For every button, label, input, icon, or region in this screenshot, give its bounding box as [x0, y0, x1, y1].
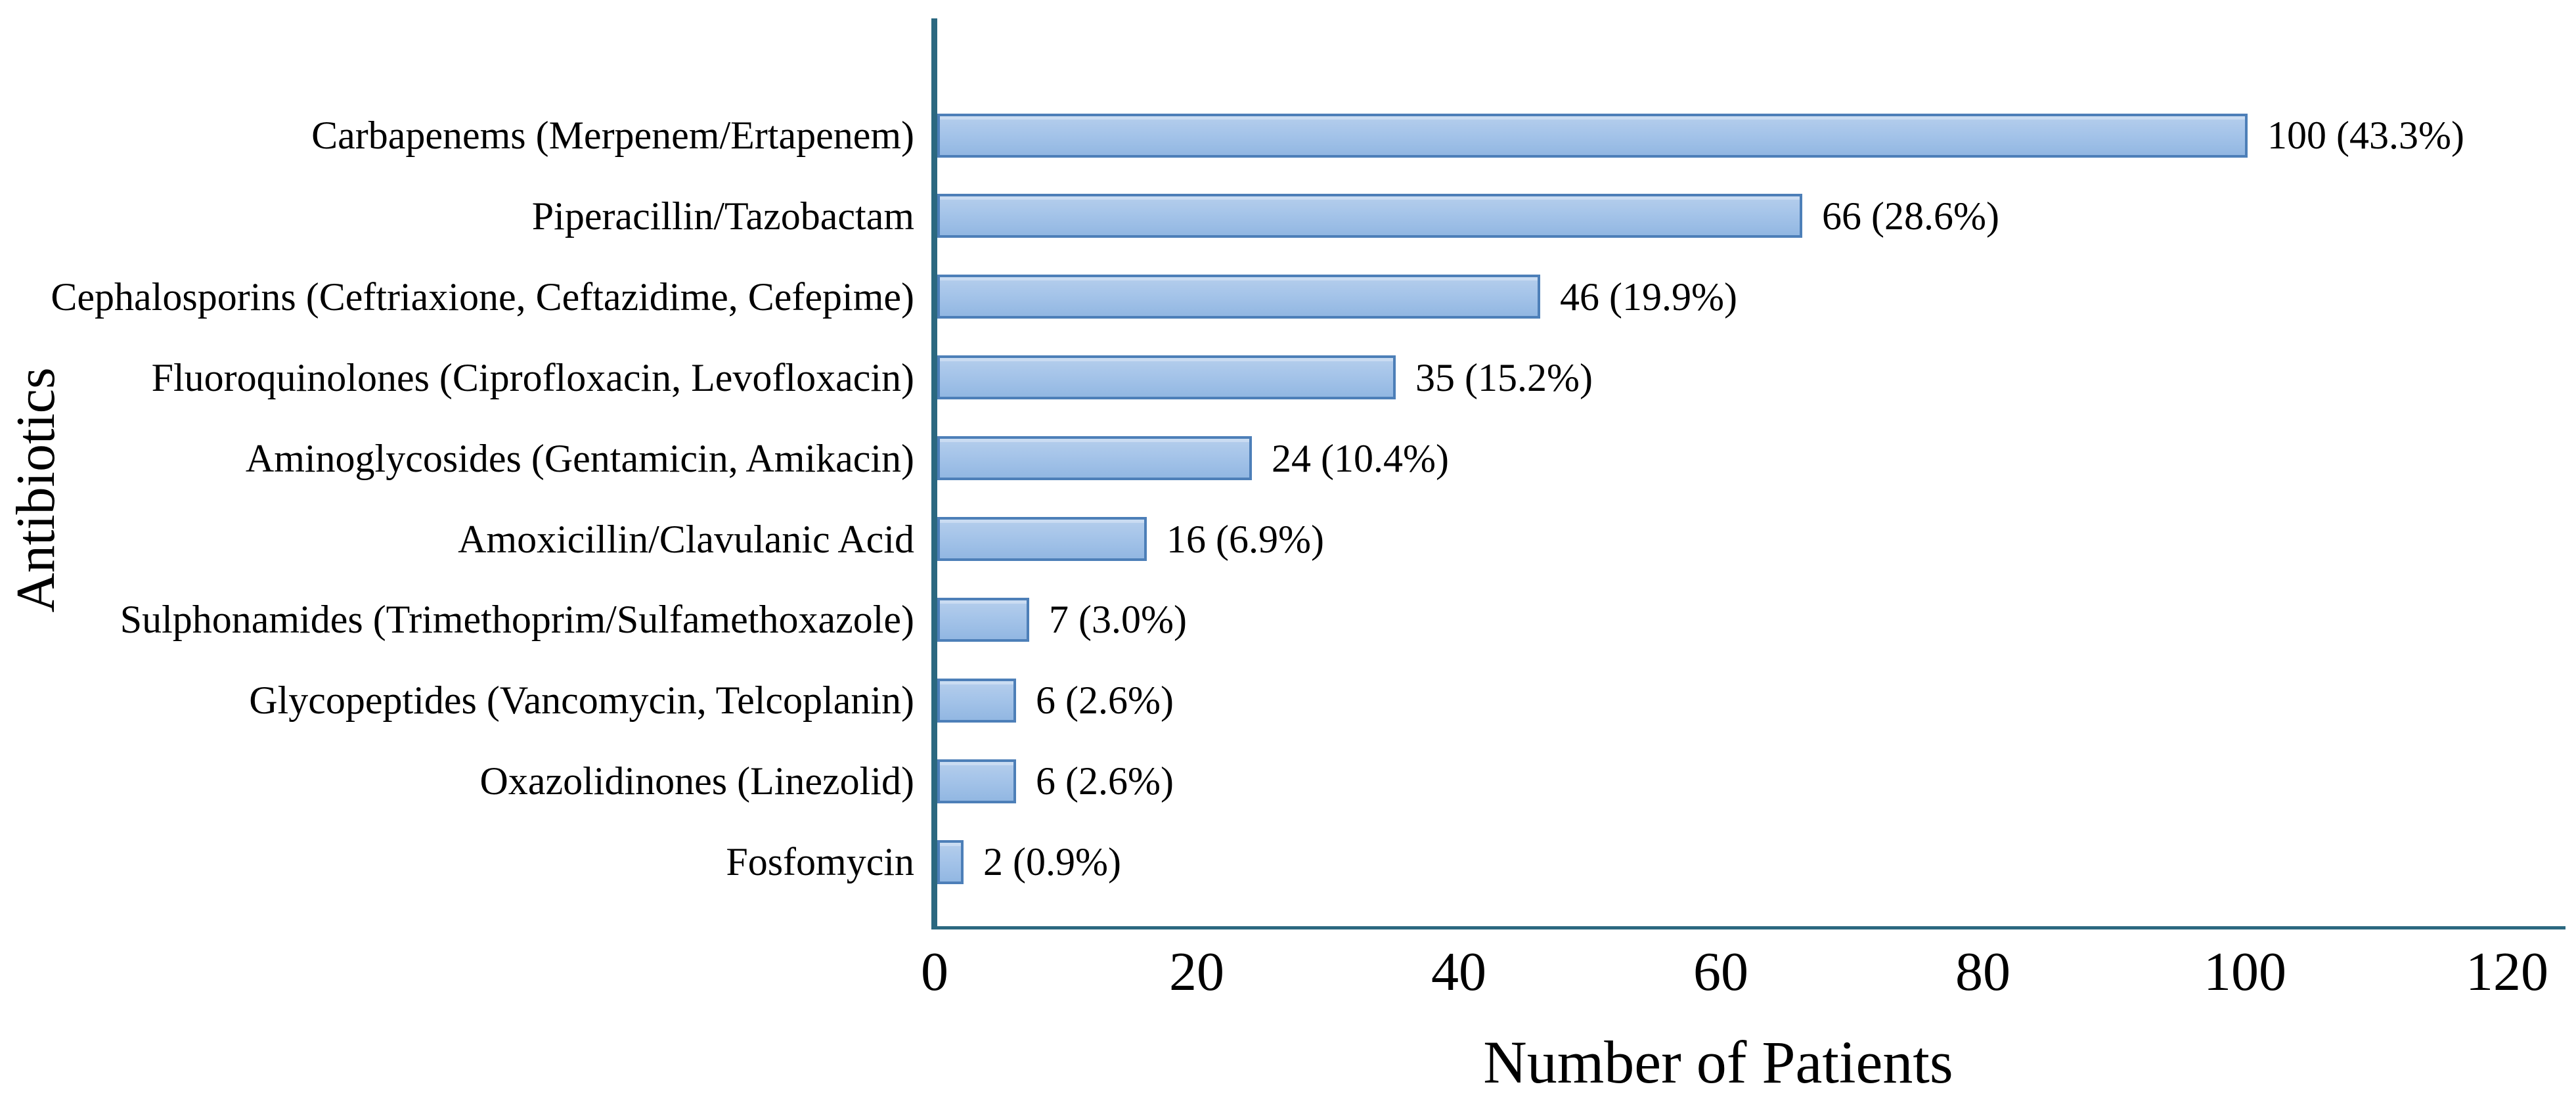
x-axis-line [931, 926, 2565, 929]
x-tick-label: 80 [1955, 941, 2010, 1002]
bar [937, 759, 1016, 803]
value-label: 7 (3.0%) [1049, 598, 1187, 642]
value-label: 2 (0.9%) [983, 840, 1121, 884]
category-label: Fluoroquinolones (Ciprofloxacin, Levoflo… [151, 355, 914, 399]
value-label: 24 (10.4%) [1272, 436, 1449, 480]
x-tick-label: 20 [1169, 941, 1224, 1002]
value-label: 16 (6.9%) [1166, 517, 1324, 561]
y-axis-line [931, 18, 937, 929]
x-tick-label: 40 [1431, 941, 1486, 1002]
category-label: Fosfomycin [726, 840, 914, 884]
bar [937, 194, 1802, 238]
x-tick-label: 100 [2204, 941, 2286, 1002]
category-label: Amoxicillin/Clavulanic Acid [458, 517, 914, 561]
bar [937, 275, 1540, 319]
bar [937, 840, 964, 884]
category-label: Piperacillin/Tazobactam [531, 194, 914, 238]
category-label: Cephalosporins (Ceftriaxione, Ceftazidim… [51, 275, 914, 319]
x-tick-label: 120 [2466, 941, 2548, 1002]
x-tick-label: 60 [1693, 941, 1748, 1002]
bar [937, 114, 2248, 158]
value-label: 46 (19.9%) [1560, 275, 1737, 319]
bar [937, 517, 1147, 561]
category-label: Oxazolidinones (Linezolid) [479, 759, 914, 803]
value-label: 100 (43.3%) [2267, 114, 2464, 157]
x-axis-title: Number of Patients [1483, 1029, 1953, 1096]
bar [937, 598, 1029, 642]
category-label: Carbapenems (Merpenem/Ertapenem) [311, 114, 914, 157]
bar [937, 436, 1252, 480]
value-label: 6 (2.6%) [1036, 679, 1174, 723]
value-label: 6 (2.6%) [1036, 759, 1174, 803]
value-label: 66 (28.6%) [1822, 194, 1999, 238]
bar [937, 355, 1396, 399]
bar [937, 679, 1016, 723]
value-label: 35 (15.2%) [1415, 355, 1593, 399]
category-label: Aminoglycosides (Gentamicin, Amikacin) [245, 436, 914, 480]
category-label: Sulphonamides (Trimethoprim/Sulfamethoxa… [120, 598, 914, 642]
category-label: Glycopeptides (Vancomycin, Telcoplanin) [249, 679, 914, 723]
x-tick-label: 0 [921, 941, 948, 1002]
